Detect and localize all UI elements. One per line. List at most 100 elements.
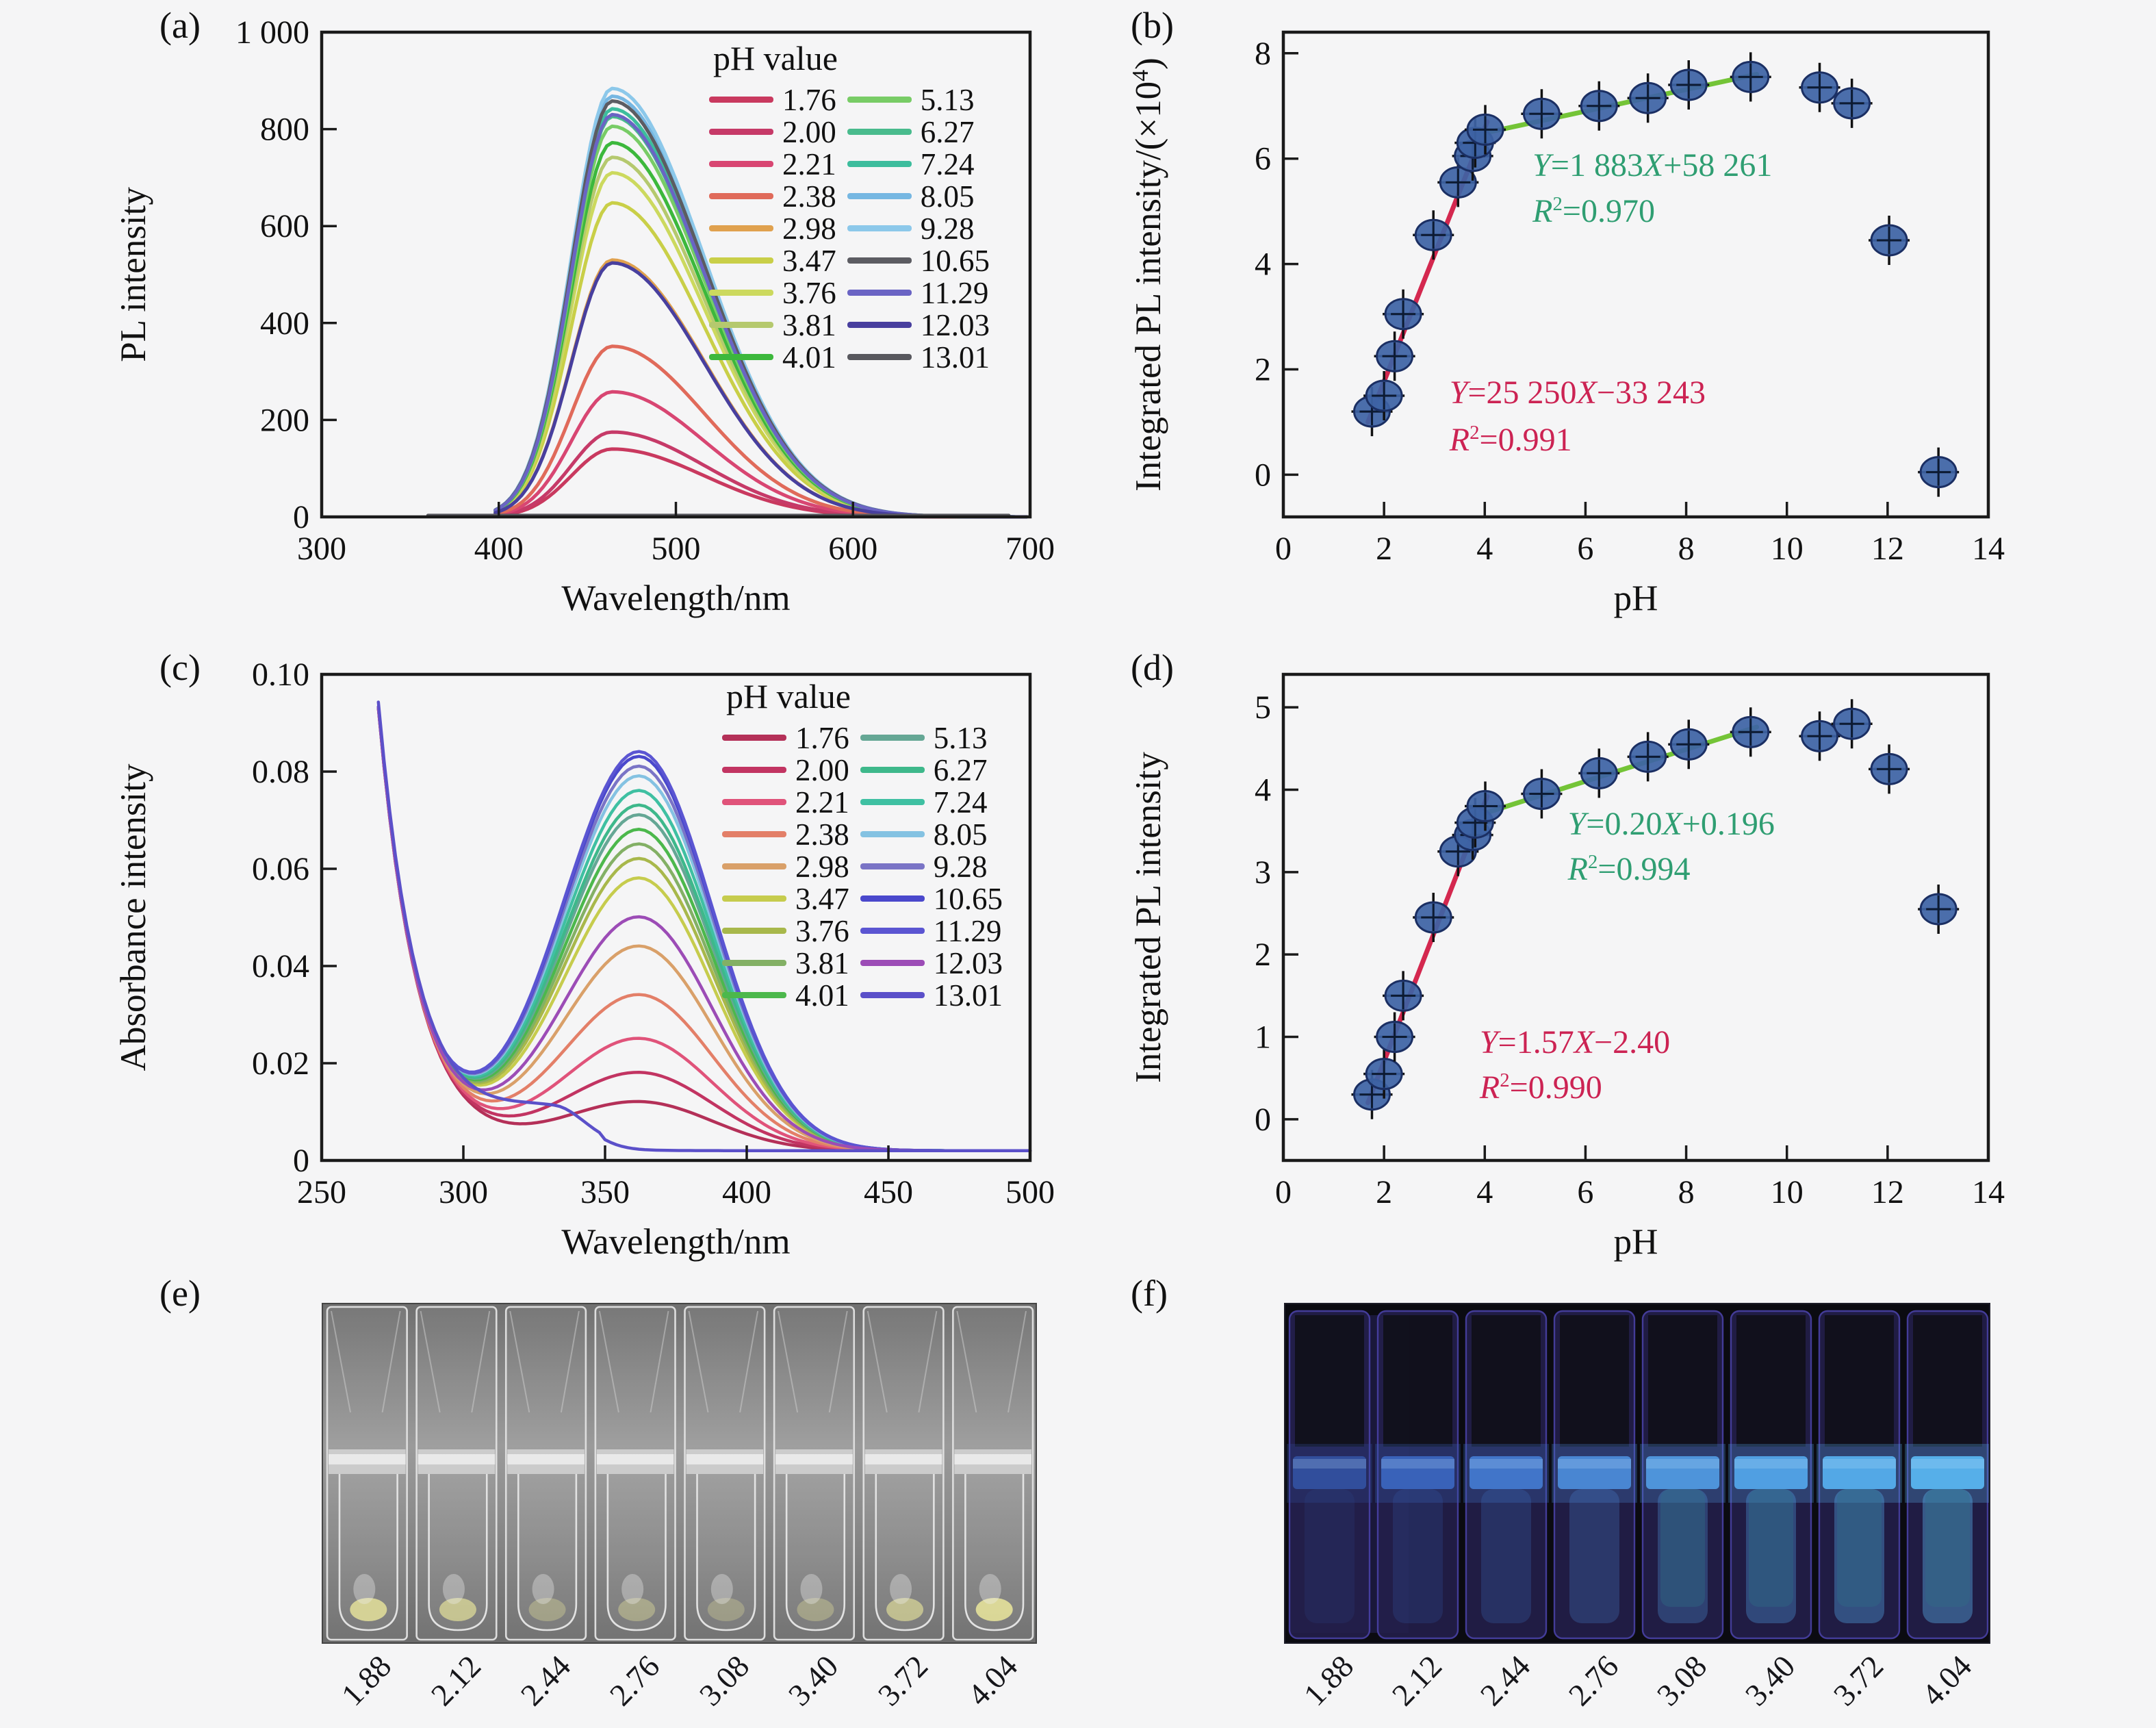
liquid-band-glint — [1646, 1459, 1719, 1469]
legend-item-ph-2.21: 2.21 — [722, 785, 849, 819]
cuvette-uv-1.88 — [1287, 1310, 1372, 1640]
y-tick-label: 0.02 — [252, 1045, 309, 1082]
cuvette-3.40 — [773, 1306, 856, 1641]
panel-d-label: (d) — [1131, 647, 1174, 688]
legend-item-label: 10.65 — [933, 881, 1003, 916]
legend-item-label: 10.65 — [920, 243, 990, 278]
liquid-column — [1393, 1489, 1443, 1623]
legend-item-ph-3.47: 3.47 — [709, 244, 836, 278]
cuvette-uv-3.08 — [1640, 1310, 1725, 1640]
liquid-surface-glint — [775, 1454, 853, 1464]
legend-item-label: 3.76 — [782, 275, 836, 310]
legend-color-swatch — [847, 161, 912, 167]
legend-item-label: 1.76 — [782, 82, 836, 117]
legend-item-label: 5.13 — [933, 720, 988, 755]
liquid-band — [1293, 1456, 1366, 1489]
y-axis-title-b: Integrated PL intensity/(×104) — [1128, 58, 1168, 492]
glass-highlight — [598, 1310, 619, 1413]
legend-item-label: 1.76 — [795, 720, 849, 755]
panel-a-label: (a) — [159, 5, 201, 46]
y-tick-label: 2 — [1255, 352, 1271, 388]
legend-a-col-2: 5.13 6.27 7.24 8.05 9.28 10.65 11.29 12.03 13.01 — [847, 83, 990, 374]
legend-color-swatch — [860, 735, 925, 741]
cuvette-top-dark — [1913, 1315, 1982, 1447]
liquid-column-teal — [1749, 1489, 1793, 1607]
x-tick-label: 4 — [1476, 1174, 1493, 1210]
glass-highlight — [560, 1310, 580, 1413]
x-tick-label: 0 — [1275, 531, 1292, 567]
legend-color-swatch — [709, 225, 773, 231]
cuvette-2.44 — [504, 1306, 587, 1641]
legend-color-swatch — [722, 863, 786, 869]
legend-item-ph-6.27: 6.27 — [847, 115, 990, 149]
glass-reflection — [979, 1574, 1001, 1604]
legend-item-ph-13.01: 13.01 — [847, 340, 990, 374]
legend-item-ph-3.76: 3.76 — [722, 914, 849, 948]
legend-color-swatch — [860, 928, 925, 934]
cuvette-top-dark — [1295, 1315, 1364, 1447]
fit-equation-annotation: Y=1 883X+58 261 — [1532, 147, 1773, 183]
legend-item-label: 12.03 — [933, 945, 1003, 980]
photo-cuvettes-daylight — [322, 1303, 1037, 1644]
x-tick-label: 4 — [1476, 531, 1493, 567]
photo-cuvettes-uv — [1284, 1303, 1990, 1644]
x-tick-label: 400 — [722, 1174, 771, 1210]
legend-color-swatch — [709, 129, 773, 135]
fit-equation-annotation: R2=0.970 — [1532, 192, 1655, 229]
liquid-band — [1911, 1456, 1984, 1489]
legend-color-swatch — [847, 97, 912, 103]
x-tick-label: 500 — [1005, 1174, 1055, 1210]
glass-highlight — [420, 1310, 441, 1413]
legend-a-title: pH value — [713, 39, 838, 77]
y-tick-label: 6 — [1255, 141, 1271, 177]
inner-tube — [696, 1474, 756, 1631]
y-tick-label: 0.04 — [252, 948, 309, 984]
y-axis-title-a: PL intensity — [114, 187, 153, 362]
legend-item-label: 11.29 — [920, 275, 989, 310]
y-tick-label: 0.08 — [252, 754, 309, 790]
legend-color-swatch — [860, 831, 925, 837]
legend-item-ph-7.24: 7.24 — [847, 147, 990, 181]
legend-item-label: 8.05 — [933, 817, 988, 852]
legend-item-label: 2.00 — [782, 114, 836, 149]
x-tick-label: 350 — [580, 1174, 630, 1210]
cuvette-uv-3.40 — [1728, 1310, 1814, 1640]
y-tick-label: 800 — [260, 112, 309, 148]
glass-highlight — [688, 1310, 709, 1413]
legend-item-ph-9.28: 9.28 — [860, 850, 1003, 884]
liquid-surface-glint — [507, 1454, 585, 1464]
y-tick-label: 1 — [1255, 1019, 1271, 1055]
yellow-residue — [618, 1598, 656, 1621]
liquid-band-glint — [1470, 1459, 1543, 1469]
legend-color-swatch — [847, 290, 912, 296]
y-tick-label: 2 — [1255, 937, 1271, 973]
legend-item-ph-2.38: 2.38 — [722, 817, 849, 852]
cuvette-2.76 — [594, 1306, 676, 1641]
yellow-residue — [975, 1598, 1013, 1621]
chart-b: 0 2 4 6 8 10 12 14 0 2 4 6 8 pH Integrated PL intensit… — [1128, 30, 2005, 618]
x-tick-label: 14 — [1972, 1174, 2005, 1210]
liquid-band-glint — [1558, 1459, 1631, 1469]
x-axis-title-c: Wavelength/nm — [561, 1222, 790, 1262]
legend-item-ph-2.98: 2.98 — [709, 212, 836, 246]
yellow-residue — [707, 1598, 745, 1621]
x-tick-label: 2 — [1376, 531, 1392, 567]
plot-frame — [1281, 672, 1990, 1162]
legend-color-swatch — [722, 831, 786, 837]
legend-item-ph-1.76: 1.76 — [722, 720, 849, 755]
y-tick-label: 4 — [1255, 246, 1271, 283]
y-axis-title-d: Integrated PL intensity — [1129, 752, 1168, 1083]
cuvette-4.04 — [952, 1306, 1034, 1641]
y-tick-label: 1 000 — [235, 14, 309, 51]
legend-color-swatch — [847, 322, 912, 328]
cuvette-uv-2.44 — [1463, 1310, 1549, 1640]
plot-frame — [320, 672, 1032, 1162]
x-tick-label: 600 — [828, 531, 877, 567]
glass-highlight — [331, 1310, 351, 1413]
glass-highlight — [739, 1310, 759, 1413]
y-tick-label: 200 — [260, 402, 309, 438]
legend-item-label: 4.01 — [782, 340, 836, 374]
liquid-band-glint — [1381, 1459, 1454, 1469]
cuvette-top-dark — [1736, 1315, 1806, 1447]
